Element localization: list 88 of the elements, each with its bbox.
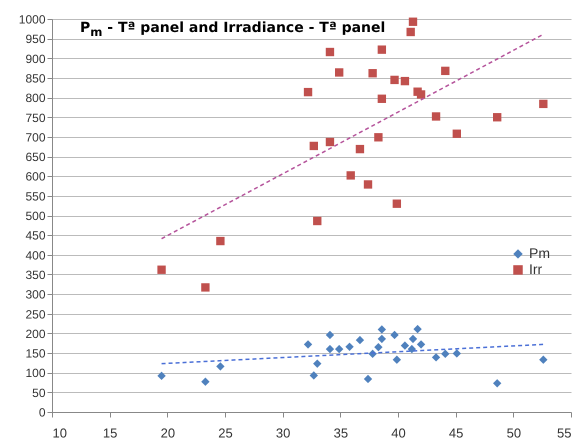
y-tick-label: 500 bbox=[25, 209, 46, 223]
y-tick-label: 0 bbox=[38, 406, 46, 420]
y-tick-label: 50 bbox=[32, 386, 46, 400]
point bbox=[346, 171, 355, 180]
y-tick-label: 300 bbox=[25, 288, 46, 302]
point bbox=[539, 356, 548, 364]
y-tick-label: 550 bbox=[25, 189, 46, 204]
point bbox=[201, 378, 210, 386]
y-tick-label: 1000 bbox=[18, 12, 46, 26]
point bbox=[334, 68, 344, 77]
point bbox=[368, 69, 377, 78]
y-tick-label: 700 bbox=[25, 130, 46, 144]
y-tick-label: 600 bbox=[25, 170, 46, 184]
point bbox=[416, 340, 426, 349]
point bbox=[345, 342, 354, 351]
x-tick-label: 45 bbox=[448, 426, 464, 440]
x-tick-label: 20 bbox=[160, 426, 176, 440]
point bbox=[374, 133, 383, 142]
point bbox=[416, 90, 426, 99]
y-tick-label: 850 bbox=[25, 71, 46, 86]
x-tick-label: 30 bbox=[276, 426, 290, 440]
point bbox=[539, 100, 548, 108]
x-tick-label: 10 bbox=[52, 426, 67, 440]
x-tick-label: 25 bbox=[218, 426, 233, 440]
point bbox=[493, 379, 502, 388]
point bbox=[157, 372, 166, 380]
chart-title: P$_{m}$ - Tª panel and Irradiance - Tª panel bbox=[80, 20, 386, 39]
point bbox=[390, 330, 399, 340]
point bbox=[326, 330, 334, 340]
point bbox=[364, 180, 372, 189]
legend-label: Pm bbox=[529, 244, 550, 261]
point bbox=[452, 130, 462, 138]
point bbox=[157, 266, 166, 274]
point bbox=[356, 144, 364, 154]
y-tick-label: 250 bbox=[25, 307, 46, 322]
point bbox=[216, 236, 225, 246]
point bbox=[378, 334, 386, 344]
point bbox=[313, 216, 322, 226]
point bbox=[326, 138, 334, 146]
point bbox=[441, 350, 450, 358]
x-tick-label: 35 bbox=[334, 426, 348, 440]
point bbox=[374, 342, 383, 352]
point bbox=[326, 344, 334, 354]
y-tick-label: 150 bbox=[25, 346, 46, 361]
point bbox=[334, 344, 344, 354]
x-tick-label: 55 bbox=[557, 426, 572, 440]
point bbox=[400, 341, 410, 350]
point bbox=[408, 334, 418, 344]
point bbox=[392, 356, 402, 364]
legend-label: Irr bbox=[529, 260, 543, 277]
point bbox=[441, 66, 450, 76]
point bbox=[364, 374, 372, 384]
y-tick-label: 400 bbox=[25, 248, 46, 262]
y-tick-label: 900 bbox=[25, 52, 46, 66]
y-tick-label: 350 bbox=[25, 268, 46, 282]
point bbox=[432, 112, 440, 121]
point bbox=[400, 76, 410, 86]
point bbox=[310, 371, 318, 380]
x-tick-label: 50 bbox=[506, 426, 522, 440]
point bbox=[392, 200, 402, 208]
point bbox=[313, 359, 322, 368]
point bbox=[378, 94, 386, 103]
point bbox=[390, 76, 399, 84]
y-tick-label: 100 bbox=[25, 366, 46, 380]
x-tick-label: 40 bbox=[391, 426, 406, 440]
y-tick-label: 200 bbox=[25, 326, 46, 341]
point bbox=[304, 88, 312, 96]
y-tick-label: 450 bbox=[25, 228, 46, 243]
point bbox=[493, 113, 502, 122]
point bbox=[304, 340, 312, 349]
point bbox=[413, 324, 422, 334]
point bbox=[326, 48, 334, 56]
point bbox=[356, 336, 364, 344]
point bbox=[406, 28, 415, 36]
y-tick-label: 800 bbox=[25, 91, 46, 106]
y-tick-label: 650 bbox=[25, 150, 46, 164]
point bbox=[432, 353, 440, 362]
point bbox=[408, 18, 418, 26]
point bbox=[310, 142, 318, 150]
y-tick-label: 750 bbox=[25, 110, 46, 125]
x-tick-label: 15 bbox=[102, 426, 118, 440]
point bbox=[201, 283, 210, 292]
point bbox=[452, 349, 462, 358]
point bbox=[216, 362, 225, 371]
y-tick-label: 950 bbox=[25, 32, 46, 46]
point bbox=[378, 45, 386, 54]
point bbox=[408, 344, 416, 354]
point bbox=[378, 325, 386, 334]
